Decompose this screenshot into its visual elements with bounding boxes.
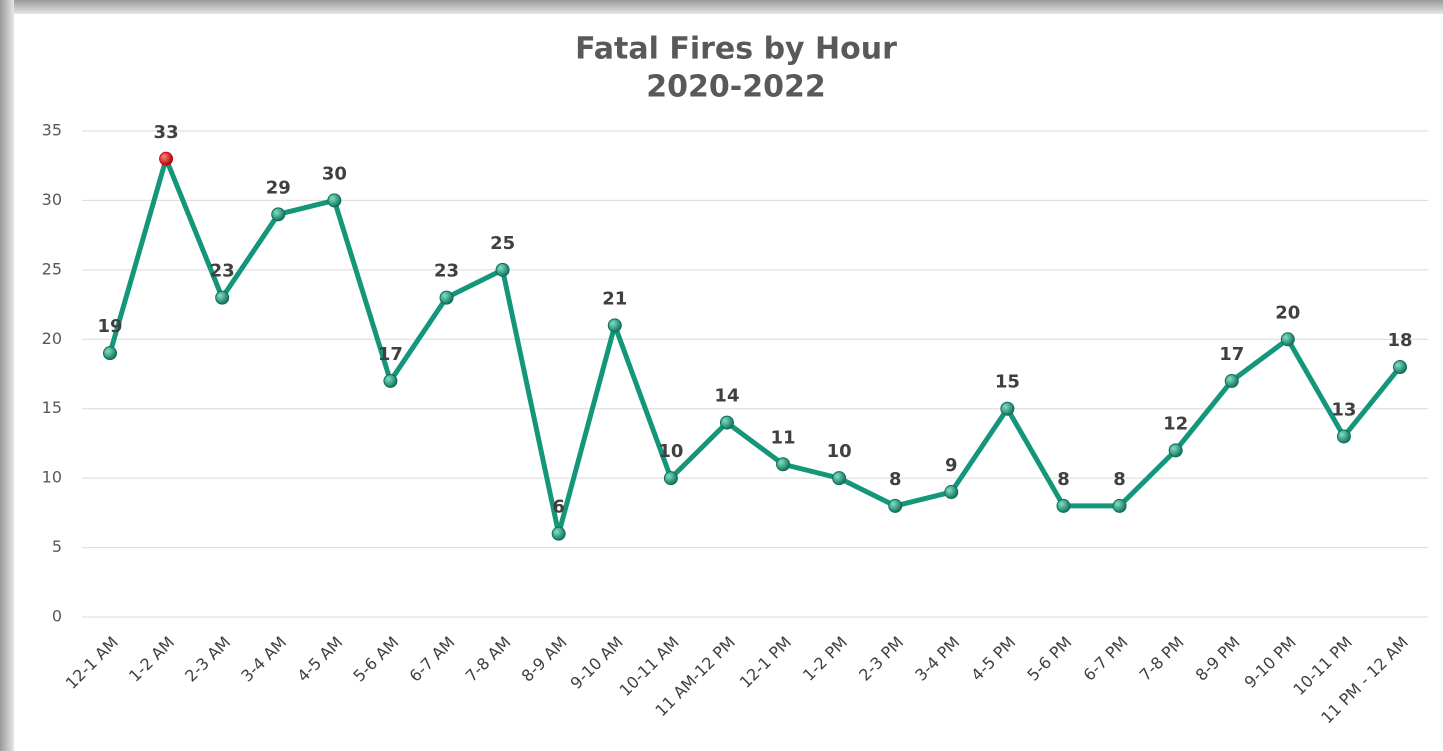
marker (271, 207, 286, 222)
data-label: 29 (266, 177, 291, 198)
data-label: 20 (1275, 302, 1300, 323)
chart-area (14, 14, 1443, 751)
marker (215, 290, 230, 305)
data-label: 8 (1113, 469, 1126, 490)
data-label: 10 (658, 441, 683, 462)
y-tick-label: 5 (52, 537, 62, 556)
data-label: 11 (771, 427, 796, 448)
data-label: 23 (434, 261, 459, 282)
data-label: 15 (995, 372, 1020, 393)
data-label: 21 (602, 288, 627, 309)
marker (832, 471, 847, 486)
data-label: 12 (1163, 413, 1188, 434)
marker (888, 498, 903, 513)
data-label: 8 (889, 469, 902, 490)
marker (103, 346, 117, 361)
marker (327, 193, 342, 208)
marker (551, 526, 566, 541)
marker (159, 151, 174, 166)
marker (1336, 429, 1351, 444)
y-tick-label: 0 (52, 607, 62, 626)
marker (944, 485, 959, 500)
data-label: 30 (322, 163, 347, 184)
marker (1168, 443, 1183, 458)
data-label: 23 (210, 261, 235, 282)
y-tick-label: 10 (42, 468, 62, 487)
chart-subtitle: 2020-2022 (646, 70, 825, 105)
marker (1280, 332, 1295, 347)
data-label: 9 (945, 455, 958, 476)
marker (383, 373, 398, 388)
data-label: 17 (1219, 344, 1244, 365)
data-label: 14 (714, 386, 739, 407)
frame-left (0, 0, 14, 751)
marker (495, 262, 510, 277)
data-label: 8 (1057, 469, 1070, 490)
chart-title: Fatal Fires by Hour (575, 32, 897, 67)
line (107, 156, 1402, 537)
marker (439, 290, 454, 305)
data-label: 19 (97, 316, 122, 337)
y-tick-label: 35 (42, 121, 62, 140)
marker (1056, 498, 1071, 513)
data-label: 13 (1331, 399, 1356, 420)
marker (1224, 373, 1239, 388)
marker (607, 318, 622, 333)
data-label: 25 (490, 233, 515, 254)
marker (776, 457, 791, 472)
marker (663, 471, 678, 486)
marker (1112, 498, 1127, 513)
data-label: 6 (552, 497, 565, 518)
data-label: 33 (154, 122, 179, 143)
frame-top (0, 0, 1443, 14)
y-tick-label: 15 (42, 398, 62, 417)
marker (719, 415, 734, 430)
data-label: 17 (378, 344, 403, 365)
data-label: 18 (1387, 330, 1412, 351)
marker (1393, 360, 1407, 375)
y-tick-label: 25 (42, 259, 62, 278)
marker (1000, 401, 1015, 416)
y-tick-label: 30 (42, 190, 62, 209)
y-tick-label: 20 (42, 329, 62, 348)
data-label: 10 (827, 441, 852, 462)
